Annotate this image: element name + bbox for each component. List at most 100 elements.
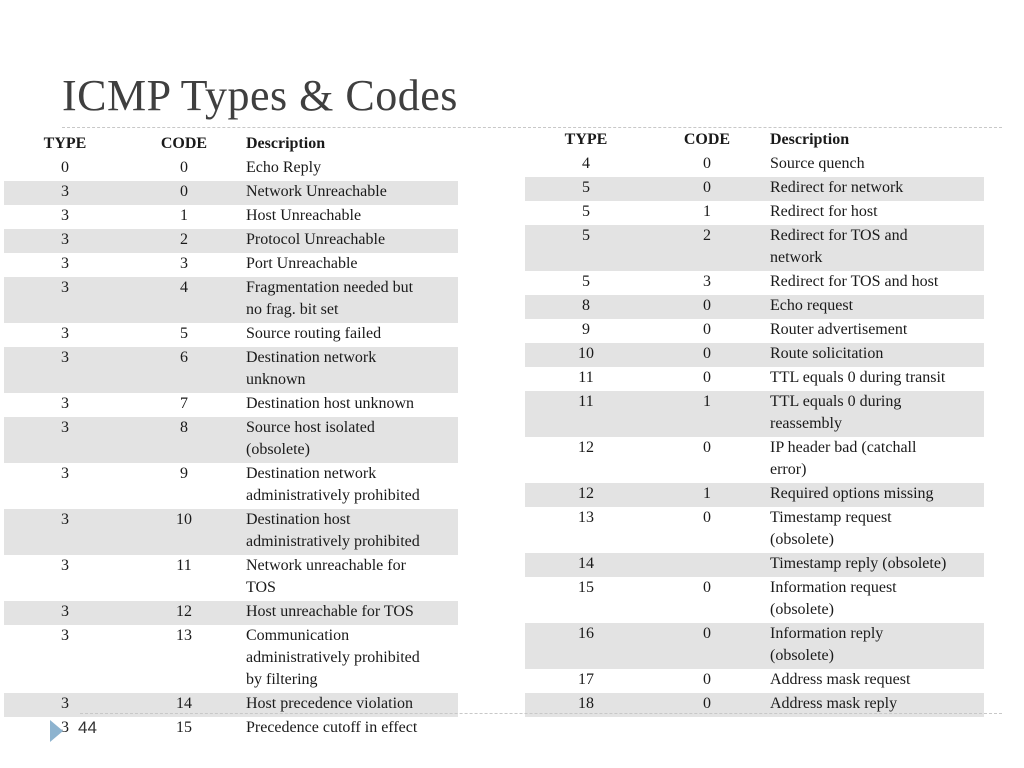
table-row: 3 6 Destination network unknown — [4, 347, 458, 393]
table-row: 11 1 TTL equals 0 during reassembly — [525, 391, 984, 437]
code-cell: 0 — [703, 179, 711, 196]
type-cell: 5 — [582, 273, 590, 290]
code-cell: 0 — [703, 321, 711, 338]
type-cell: 3 — [61, 207, 69, 224]
description-cell: Source quench — [770, 155, 865, 172]
table-row: 3 0 Network Unreachable — [4, 181, 458, 205]
type-cell: 5 — [582, 179, 590, 196]
page-number: 44 — [78, 718, 97, 737]
table-row: 4 0 Source quench — [525, 153, 984, 177]
code-cell: 1 — [703, 393, 711, 410]
code-cell: 1 — [703, 485, 711, 502]
code-cell: 8 — [180, 419, 188, 436]
code-cell: 2 — [703, 227, 711, 244]
code-cell: 10 — [176, 511, 192, 528]
type-cell: 12 — [578, 439, 594, 456]
right-table-header: TYPE CODE Description — [525, 129, 984, 153]
table-row: 3 12 Host unreachable for TOS — [4, 601, 458, 625]
type-cell: 11 — [578, 369, 594, 386]
type-cell: 3 — [61, 279, 69, 296]
type-cell: 3 — [61, 719, 69, 736]
type-cell: 3 — [61, 395, 69, 412]
description-cell: Destination host unknown — [246, 395, 414, 412]
triangle-bullet-icon — [50, 720, 63, 742]
type-cell: 5 — [582, 203, 590, 220]
table-row: 3 2 Protocol Unreachable — [4, 229, 458, 253]
left-header-description: Description — [246, 135, 326, 152]
type-cell: 3 — [61, 231, 69, 248]
type-cell: 3 — [61, 255, 69, 272]
table-row: 12 0 IP header bad (catchall error) — [525, 437, 984, 483]
description-cell: Host Unreachable — [246, 207, 362, 224]
type-cell: 3 — [61, 325, 69, 342]
description-cell: Echo request — [770, 297, 854, 314]
description-cell: Precedence cutoff in effect — [246, 719, 418, 736]
type-cell: 0 — [61, 159, 69, 176]
table-row: 17 0 Address mask request — [525, 669, 984, 693]
code-cell: 3 — [703, 273, 711, 290]
table-row: 3 13 Communication administratively prohib… — [4, 625, 458, 693]
description-cell: Redirect for TOS and host — [770, 273, 939, 290]
description-cell: Source routing failed — [246, 325, 382, 342]
description-cell: Address mask request — [770, 671, 911, 688]
type-cell: 16 — [578, 625, 594, 642]
right-icmp-table: TYPE CODE Description 4 0 Source quench 5 0 R… — [525, 129, 984, 745]
table-row: 16 0 Information reply (obsolete) — [525, 623, 984, 669]
code-cell: 0 — [703, 671, 711, 688]
type-cell: 3 — [61, 465, 69, 482]
type-cell: 15 — [578, 579, 594, 596]
description-cell: Timestamp reply (obsolete) — [770, 555, 947, 572]
description-cell: Host precedence violation — [246, 695, 414, 712]
table-row: 3 15 Precedence cutoff in effect — [4, 717, 458, 741]
description-cell: Source host isolated (obsolete) — [246, 419, 375, 458]
description-cell: Host unreachable for TOS — [246, 603, 414, 620]
description-cell: Information reply (obsolete) — [770, 625, 884, 664]
table-row: 5 0 Redirect for network — [525, 177, 984, 201]
table-row: 3 7 Destination host unknown — [4, 393, 458, 417]
table-row: 3 1 Host Unreachable — [4, 205, 458, 229]
type-cell: 9 — [582, 321, 590, 338]
title-divider — [62, 127, 1002, 128]
description-cell: Address mask reply — [770, 695, 898, 712]
description-cell: Router advertisement — [770, 321, 908, 338]
type-cell: 5 — [582, 227, 590, 244]
table-row: 5 3 Redirect for TOS and host — [525, 271, 984, 295]
code-cell: 0 — [180, 159, 188, 176]
code-cell: 12 — [176, 603, 192, 620]
type-cell: 18 — [578, 695, 594, 712]
code-cell: 0 — [180, 183, 188, 200]
table-row: 5 2 Redirect for TOS and network — [525, 225, 984, 271]
code-cell: 0 — [703, 369, 711, 386]
description-cell: Network unreachable for TOS — [246, 557, 406, 596]
code-cell: 1 — [180, 207, 188, 224]
left-table-header: TYPE CODE Description — [4, 133, 458, 157]
table-row: 14 Timestamp reply (obsolete) — [525, 553, 984, 577]
description-cell: Protocol Unreachable — [246, 231, 386, 248]
description-cell: Redirect for network — [770, 179, 904, 196]
slide-title: ICMP Types & Codes — [62, 71, 458, 120]
type-cell: 17 — [578, 671, 594, 688]
table-row: 8 0 Echo request — [525, 295, 984, 319]
code-cell: 0 — [703, 695, 711, 712]
code-cell: 1 — [703, 203, 711, 220]
table-row: 3 3 Port Unreachable — [4, 253, 458, 277]
code-cell: 5 — [180, 325, 188, 342]
code-cell: 0 — [703, 579, 711, 596]
description-cell: Port Unreachable — [246, 255, 358, 272]
code-cell: 7 — [180, 395, 188, 412]
type-cell: 8 — [582, 297, 590, 314]
table-row: 3 8 Source host isolated (obsolete) — [4, 417, 458, 463]
description-cell: Required options missing — [770, 485, 934, 502]
table-row: 12 1 Required options missing — [525, 483, 984, 507]
description-cell: Timestamp request (obsolete) — [770, 509, 892, 548]
left-header-type: TYPE — [43, 135, 87, 152]
right-header-type: TYPE — [564, 131, 608, 148]
code-cell: 0 — [703, 155, 711, 172]
description-cell: Destination network administratively pro… — [246, 465, 420, 504]
type-cell: 3 — [61, 419, 69, 436]
right-header-code: CODE — [683, 131, 731, 148]
description-cell: IP header bad (catchall error) — [770, 439, 917, 478]
description-cell: Fragmentation needed but no frag. bit se… — [246, 279, 414, 318]
code-cell: 6 — [180, 349, 188, 366]
description-cell: Communication administratively prohibite… — [246, 627, 420, 688]
